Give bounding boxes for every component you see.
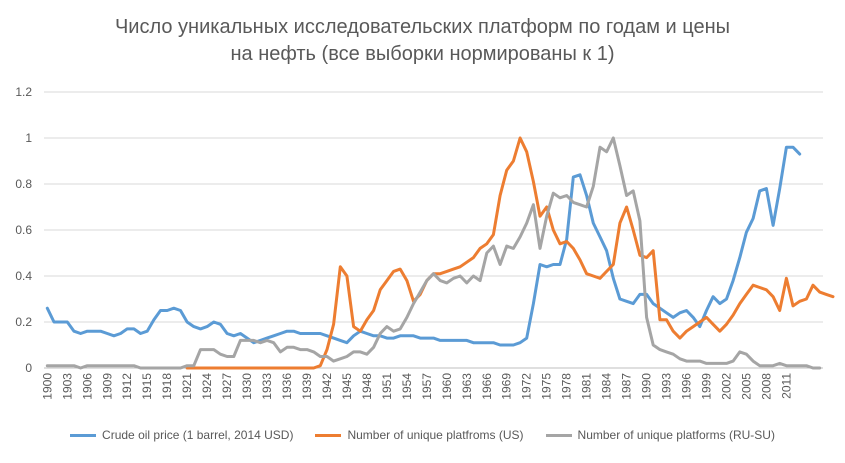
- chart-title-line1: Число уникальных исследовательских платф…: [114, 16, 731, 38]
- legend: Crude oil price (1 barrel, 2014 USD) Numb…: [0, 428, 845, 442]
- x-tick-label: 1966: [480, 373, 494, 400]
- x-tick-label: 1939: [300, 373, 314, 400]
- y-tick-label: 1: [25, 131, 32, 145]
- series-line-1: [45, 145, 802, 347]
- x-tick-label: 1960: [440, 373, 454, 400]
- y-tick-label: 0.4: [15, 269, 32, 283]
- x-tick-label: 1948: [360, 373, 374, 400]
- gridlines: [44, 91, 823, 369]
- legend-swatch: [315, 433, 342, 437]
- x-tick-label: 1915: [140, 373, 154, 400]
- x-tick-label: 1996: [680, 373, 694, 400]
- x-tick-label: 1972: [520, 373, 534, 400]
- x-tick-label: 2005: [739, 373, 753, 400]
- legend-item-1: Crude oil price (1 barrel, 2014 USD): [70, 428, 293, 442]
- x-tick-label: 1900: [40, 373, 54, 400]
- x-tick-label: 1981: [580, 373, 594, 400]
- legend-label: Number of unique platforms (RU-SU): [577, 428, 775, 442]
- x-tick-label: 1903: [60, 373, 74, 400]
- y-tick-label: 0.8: [15, 177, 32, 191]
- x-tick-label: 2008: [759, 373, 773, 400]
- x-tick-label: 1909: [100, 373, 114, 400]
- x-tick-label: 1930: [240, 373, 254, 400]
- legend-item-3: Number of unique platforms (RU-SU): [545, 428, 775, 442]
- x-tick-label: 1987: [620, 373, 634, 400]
- x-tick-label: 1912: [120, 373, 134, 400]
- x-axis-ticks: 1900 1903 1906 1909 1912 1915 1918 1921 1924 1927…: [40, 373, 793, 400]
- x-tick-label: 1945: [340, 373, 354, 400]
- legend-swatch: [545, 433, 572, 437]
- x-tick-label: 1954: [400, 373, 414, 400]
- series-lines: [45, 136, 835, 370]
- legend-swatch: [70, 433, 97, 437]
- x-tick-label: 1975: [540, 373, 554, 400]
- x-tick-label: 1978: [560, 373, 574, 400]
- x-tick-label: 1933: [260, 373, 274, 400]
- legend-item-2: Number of unique platfroms (US): [315, 428, 524, 442]
- y-axis-ticks: 0 0.2 0.4 0.6 0.8 1 1.2: [15, 85, 32, 375]
- series-line-3: [45, 136, 822, 370]
- x-tick-label: 2011: [779, 373, 793, 399]
- legend-label: Number of unique platfroms (US): [347, 428, 524, 442]
- y-tick-label: 1.2: [15, 85, 32, 99]
- x-tick-label: 1951: [380, 373, 394, 400]
- x-tick-label: 1921: [180, 373, 194, 400]
- x-tick-label: 1924: [200, 373, 214, 400]
- x-tick-label: 1957: [420, 373, 434, 400]
- legend-label: Crude oil price (1 barrel, 2014 USD): [102, 428, 294, 442]
- x-tick-label: 1906: [80, 373, 94, 400]
- x-tick-label: 1918: [160, 373, 174, 400]
- x-tick-label: 1963: [460, 373, 474, 400]
- y-tick-label: 0: [25, 361, 32, 375]
- y-tick-label: 0.6: [15, 223, 32, 237]
- series-line-2: [185, 136, 835, 370]
- x-tick-label: 2002: [719, 373, 733, 400]
- x-tick-label: 1993: [660, 373, 674, 400]
- chart-title: Число уникальных исследовательских платф…: [0, 14, 845, 68]
- y-tick-label: 0.2: [15, 315, 32, 329]
- x-tick-label: 1990: [640, 373, 654, 400]
- x-tick-label: 1927: [220, 373, 234, 400]
- x-tick-label: 1969: [500, 373, 514, 400]
- x-tick-label: 1942: [320, 373, 334, 400]
- chart-title-line2: на нефть (все выборки нормированы к 1): [230, 43, 615, 65]
- x-tick-label: 1999: [699, 373, 713, 400]
- x-tick-label: 1936: [280, 373, 294, 400]
- x-tick-label: 1984: [600, 373, 614, 400]
